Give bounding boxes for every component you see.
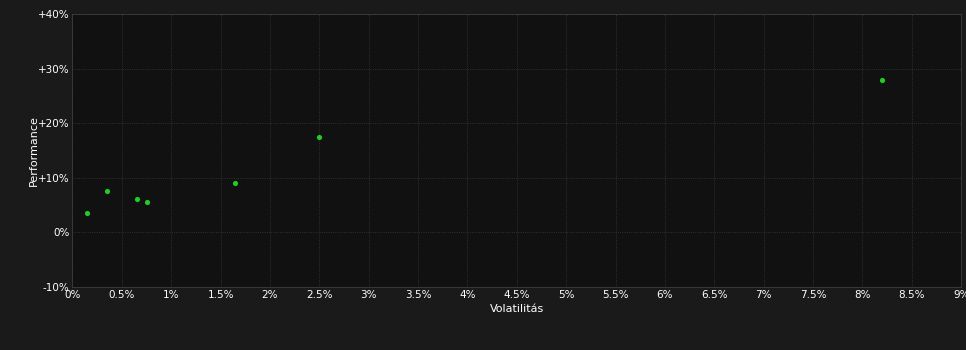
Point (312, 134, 327, 140)
Point (128, 196, 144, 201)
Point (139, 199, 155, 205)
Point (99, 189, 115, 194)
Point (228, 181, 243, 186)
X-axis label: Volatilitás: Volatilitás (490, 304, 544, 314)
Y-axis label: Performance: Performance (29, 115, 39, 186)
Point (874, 77, 890, 82)
Point (79, 210, 95, 216)
